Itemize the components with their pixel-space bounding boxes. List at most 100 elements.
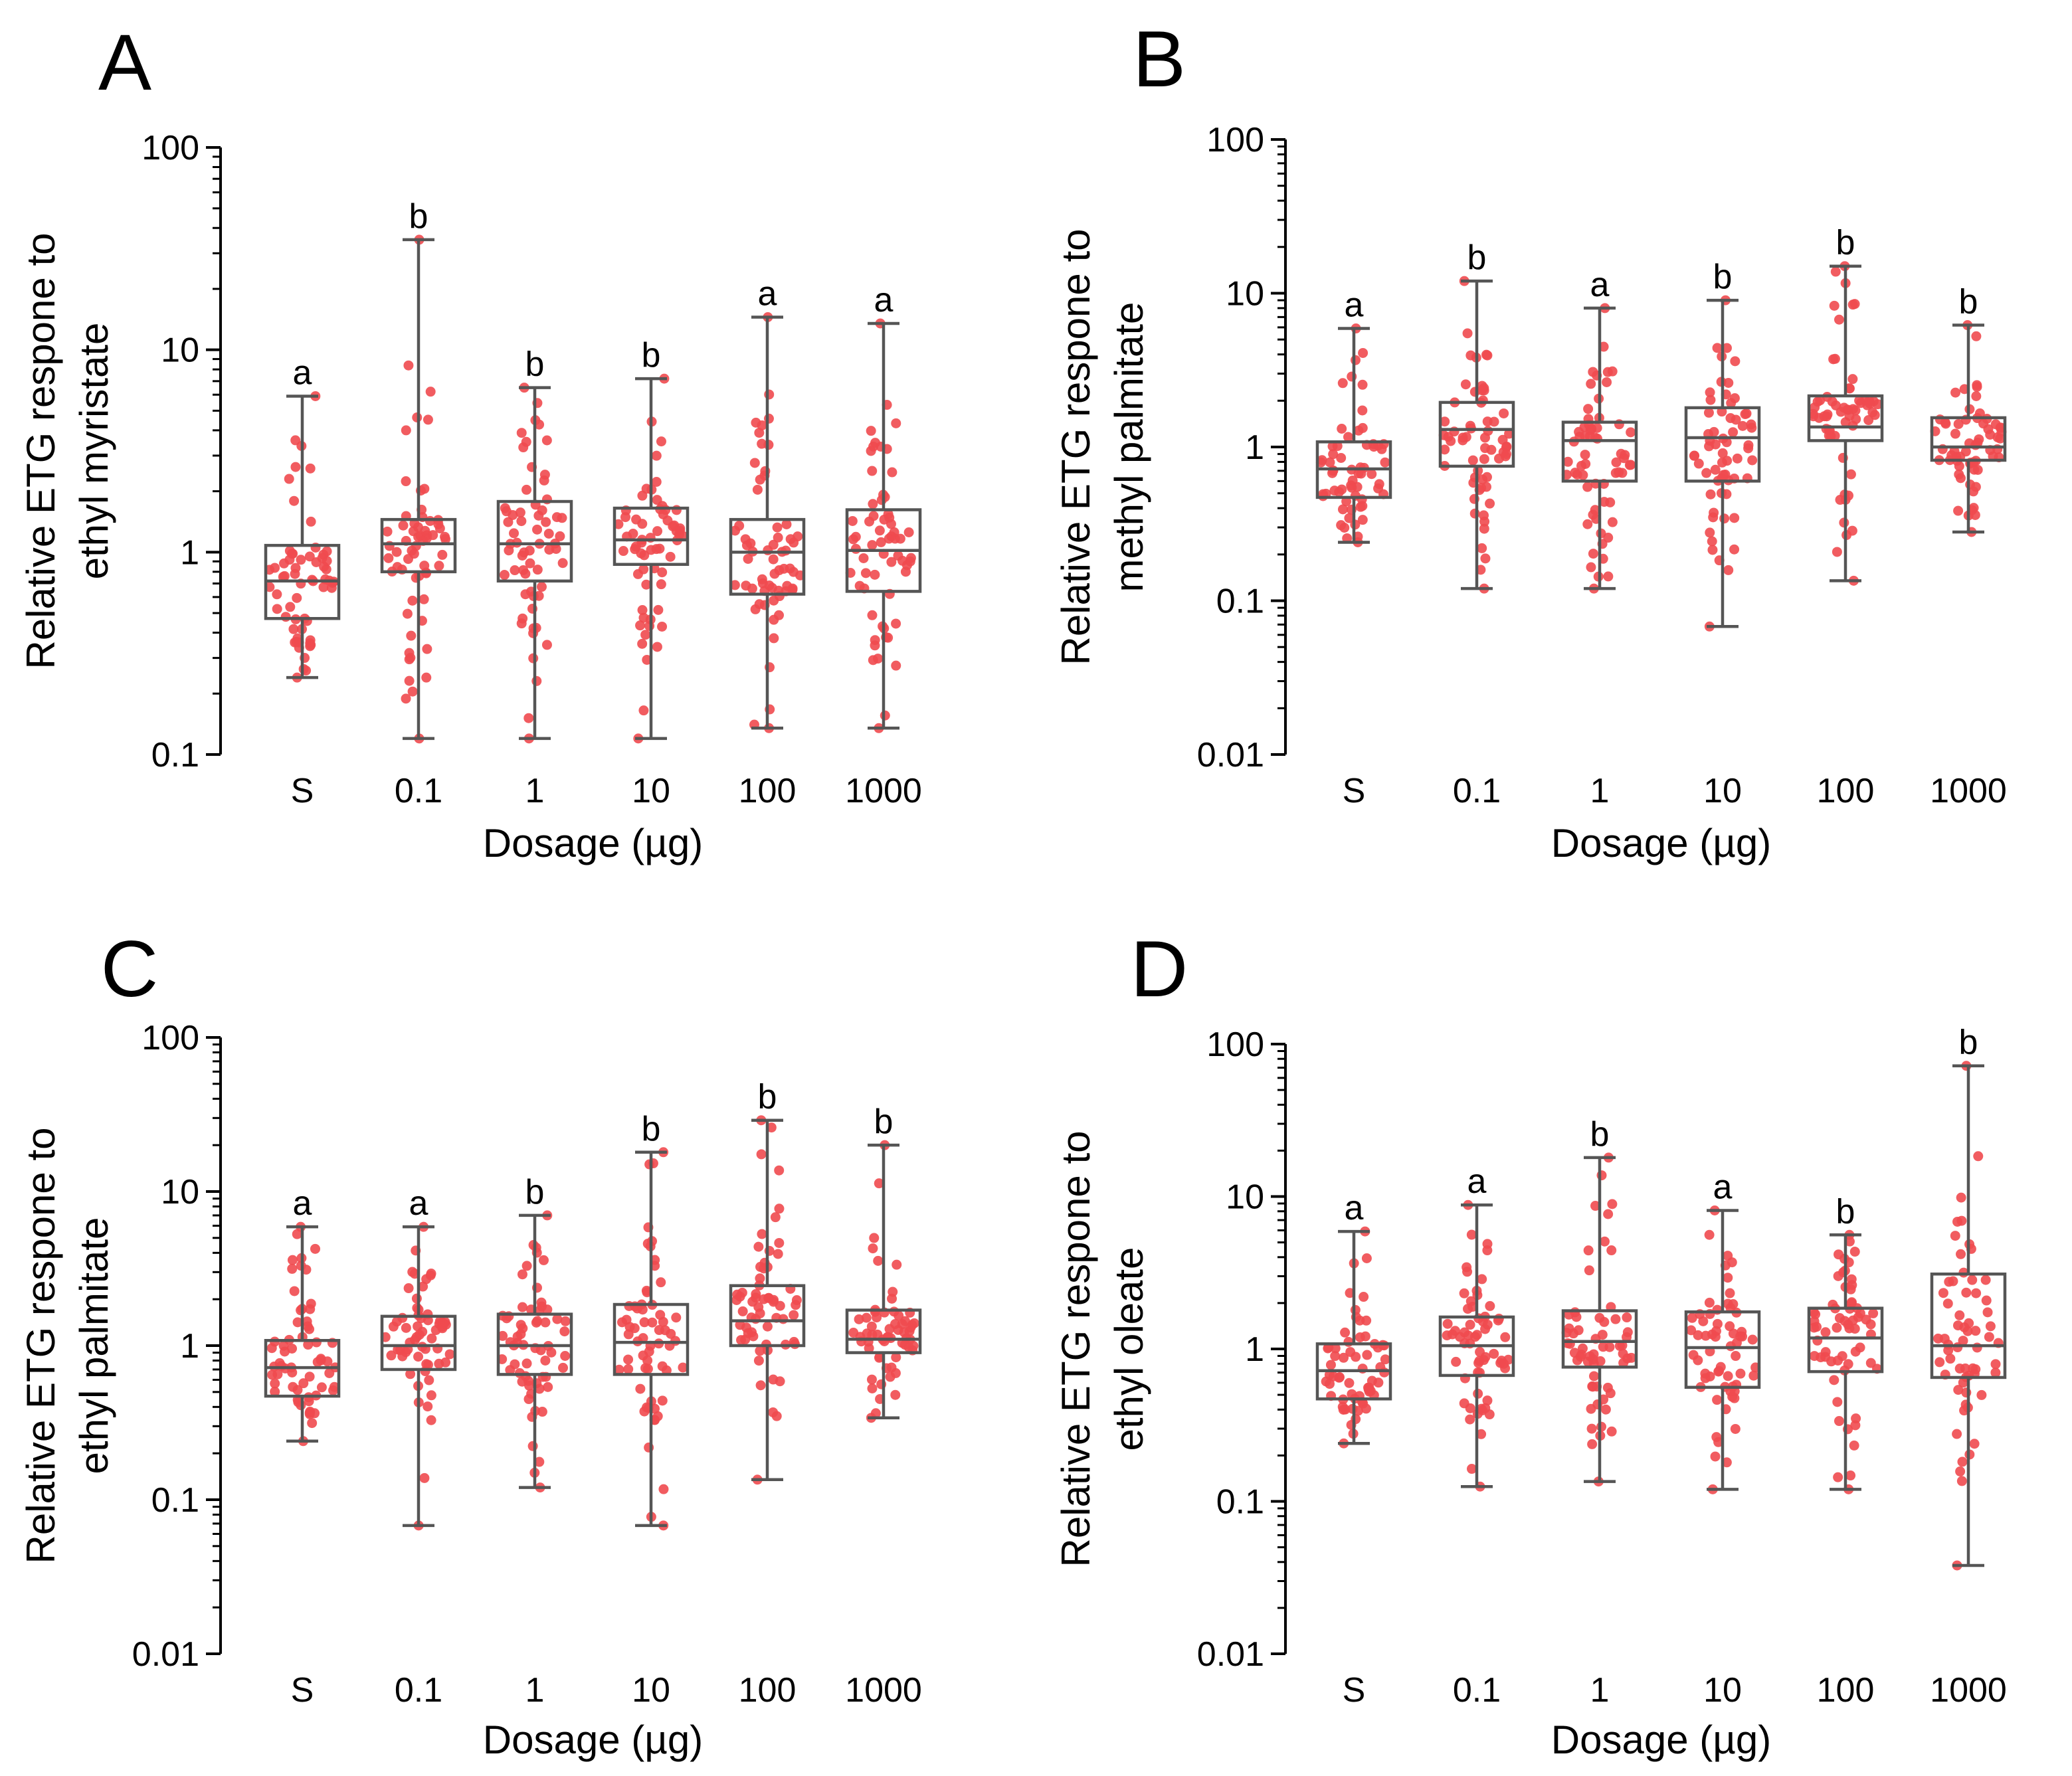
panel-d-data-point xyxy=(1730,1423,1741,1434)
panel-d-data-point xyxy=(1846,1298,1857,1308)
panel-b-data-point xyxy=(1357,379,1368,390)
panel-d-data-point xyxy=(1604,1342,1615,1352)
panel-d-data-point xyxy=(1340,1327,1351,1338)
panel-d-data-point xyxy=(1330,1351,1341,1362)
panel-d-data-point xyxy=(1834,1416,1844,1427)
panel-b-data-point xyxy=(1578,470,1588,480)
panel-a-data-point xyxy=(870,640,880,651)
panel-c-y-tick-label: 1 xyxy=(180,1327,199,1366)
panel-c-data-point xyxy=(292,1385,303,1395)
panel-c-data-point xyxy=(861,1312,872,1323)
panel-a-data-point xyxy=(290,569,300,579)
panel-b-y-tick-label: 0.01 xyxy=(1197,736,1264,774)
panel-c-x-tick-label: S xyxy=(291,1671,314,1710)
panel-a-data-point xyxy=(640,630,651,640)
panel-d-data-point xyxy=(1727,1257,1737,1268)
panel-c-data-point xyxy=(312,1357,323,1368)
panel-c-x-axis-label: Dosage (µg) xyxy=(483,1718,703,1762)
panel-a-box xyxy=(612,506,690,567)
panel-d-data-point xyxy=(1956,1192,1966,1203)
panel-b-data-point xyxy=(1832,547,1842,557)
panel-d-data-point xyxy=(1482,1239,1493,1249)
panel-b-data-point xyxy=(1953,505,1964,516)
panel-c-data-point xyxy=(887,1293,897,1304)
panel-d-data-point xyxy=(1607,1199,1618,1209)
panel-d-data-point xyxy=(1957,1457,1968,1467)
panel-c-data-point xyxy=(521,1261,532,1271)
panel-b-data-point xyxy=(1974,408,1985,418)
panel-b-data-point xyxy=(1705,489,1716,499)
panel-c-data-point xyxy=(520,1371,531,1381)
panel-a-data-point xyxy=(521,436,531,447)
panel-d-data-point xyxy=(1723,1273,1733,1283)
panel-b-box xyxy=(1684,406,1761,483)
panel-c-data-point xyxy=(534,1457,545,1467)
panel-b-data-point xyxy=(1721,343,1732,353)
panel-c-data-point xyxy=(521,1358,532,1369)
panel-d-data-point xyxy=(1837,1351,1847,1362)
panel-a-data-point xyxy=(651,450,662,461)
panel-c-significance-label: b xyxy=(525,1173,545,1211)
panel-a-data-point xyxy=(403,554,413,565)
panel-b-data-point xyxy=(1830,266,1841,277)
panel-a-data-point xyxy=(499,570,510,580)
panel-a-data-point xyxy=(730,525,741,536)
panel-a-data-point xyxy=(774,610,785,620)
panel-a-data-point xyxy=(870,569,880,580)
panel-b-data-point xyxy=(1614,467,1624,478)
panel-c-data-point xyxy=(770,1212,781,1223)
panel-a-data-point xyxy=(657,567,668,578)
panel-d-data-point xyxy=(1595,1356,1606,1366)
panel-b-data-point xyxy=(1337,504,1348,515)
panel-b-data-point xyxy=(1707,545,1718,555)
panel-c-data-point xyxy=(437,1323,448,1334)
panel-b-data-point xyxy=(1990,419,2001,430)
panel-d-data-point xyxy=(1495,1358,1506,1368)
panel-c-data-point xyxy=(735,1320,745,1330)
panel-b-data-point xyxy=(1602,377,1612,387)
panel-a-data-point xyxy=(532,565,543,575)
panel-d-data-point xyxy=(1712,1395,1723,1405)
panel-d-data-point xyxy=(1465,1414,1475,1425)
panel-a-data-point xyxy=(504,545,514,556)
panel-b-data-point xyxy=(1599,497,1610,507)
panel-a-data-point xyxy=(637,604,648,615)
panel-a-data-point xyxy=(419,484,430,494)
panel-a-data-point xyxy=(652,526,663,537)
panel-a-data-point xyxy=(757,438,767,449)
panel-c-data-point xyxy=(905,1322,916,1333)
panel-b-data-point xyxy=(1347,482,1357,493)
panel-d-data-point xyxy=(1500,1332,1511,1342)
panel-c-data-point xyxy=(535,1345,546,1356)
panel-a-data-point xyxy=(537,505,547,515)
panel-c-data-point xyxy=(740,1334,751,1345)
panel-b-significance-label: b xyxy=(1467,238,1487,277)
panel-c-data-point xyxy=(774,1237,785,1248)
panel-a-data-point xyxy=(630,541,641,552)
panel-c-data-point xyxy=(543,1381,553,1392)
panel-d-data-point xyxy=(1626,1352,1637,1363)
panel-a-data-point xyxy=(517,550,527,561)
panel-c-data-point xyxy=(540,1317,551,1328)
panel-d-data-point xyxy=(1715,1362,1726,1372)
panel-a-data-point xyxy=(646,545,656,555)
panel-d-significance-label: a xyxy=(1345,1189,1364,1227)
panel-a-data-point xyxy=(284,474,294,484)
panel-c-data-point xyxy=(671,1312,682,1323)
panel-a-data-point xyxy=(868,499,878,509)
panel-b-data-point xyxy=(1729,513,1740,523)
panel-a-significance-label: a xyxy=(874,281,894,319)
panel-c-data-point xyxy=(278,1340,289,1351)
panel-d-data-point xyxy=(1849,1440,1859,1451)
panel-d-data-point xyxy=(1380,1354,1390,1365)
panel-b-data-point xyxy=(1602,367,1613,377)
panel-b-data-point xyxy=(1350,355,1361,365)
panel-d-data-point xyxy=(1693,1355,1703,1366)
panel-b-data-point xyxy=(1728,427,1739,438)
panel-c-data-point xyxy=(755,1273,765,1284)
panel-b-data-point xyxy=(1829,300,1839,311)
panel-c-data-point xyxy=(658,1484,669,1494)
panel-d-data-point xyxy=(1610,1314,1621,1324)
panel-a-data-point xyxy=(656,579,666,590)
